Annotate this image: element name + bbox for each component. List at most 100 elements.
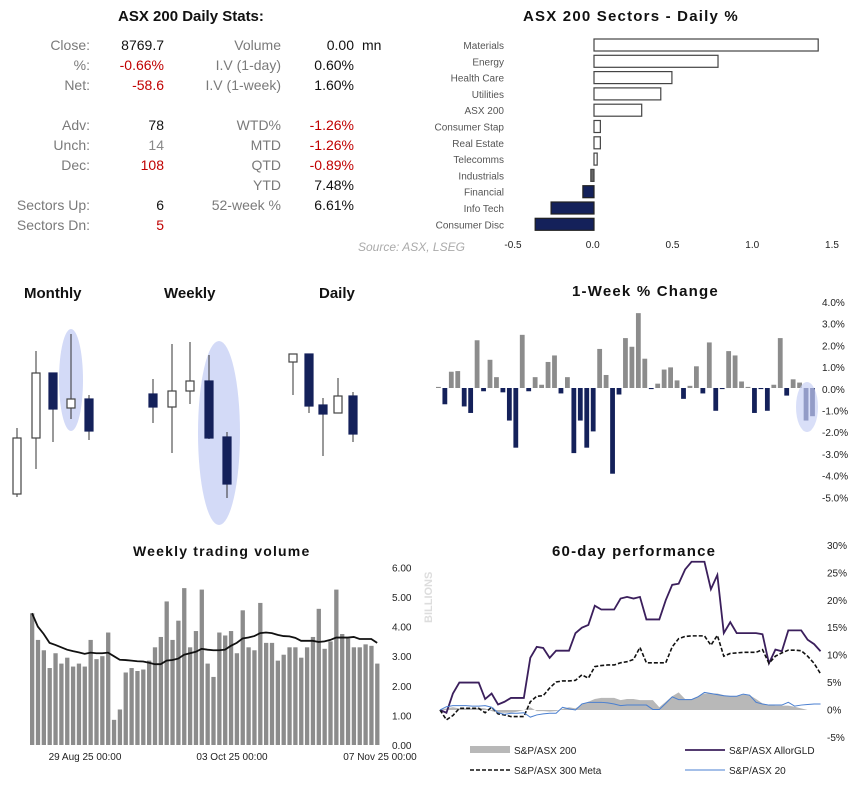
volume-bar	[59, 663, 64, 745]
candle-body	[318, 404, 328, 415]
stat-label: 52-week %	[211, 197, 281, 213]
volume-bar	[147, 660, 152, 745]
volume-bar	[135, 671, 140, 745]
y-tick-label: -4.0%	[822, 472, 848, 483]
volume-bar	[293, 647, 298, 745]
volume-bar	[269, 642, 275, 745]
week-change-bar	[448, 371, 454, 388]
candle-body	[167, 390, 177, 408]
sector-label: Industrials	[458, 171, 504, 182]
stat-label: I.V (1-week)	[205, 77, 281, 93]
y-tick-label: -3.0%	[822, 450, 848, 461]
y-tick-label: 15%	[827, 623, 847, 634]
volume-bar	[234, 653, 240, 745]
week-change-bar	[616, 388, 622, 395]
stat-value: 78	[148, 117, 164, 133]
volume-bar	[351, 647, 357, 745]
volume-bar	[211, 676, 216, 745]
volume-bar	[47, 668, 52, 745]
highlight-ellipse	[796, 382, 818, 432]
volume-bar	[88, 639, 93, 745]
week-change-bar	[481, 388, 486, 392]
candle-body	[84, 398, 94, 432]
line-s-p-asx-20	[439, 691, 821, 718]
week-change-bar	[623, 338, 628, 388]
y-tick-label: 1.00	[392, 711, 412, 722]
sector-bar	[593, 38, 819, 52]
week-change-bar	[539, 384, 544, 388]
week-change-bar	[468, 388, 474, 413]
legend-label: S&P/ASX 20	[729, 766, 786, 777]
sector-label: Consumer Disc	[436, 220, 504, 231]
performance-title: 60-day performance	[552, 543, 717, 560]
stat-value: 6.61%	[314, 197, 354, 213]
stat-unit: mn	[362, 37, 382, 53]
candle-body	[333, 395, 343, 414]
candle-body	[222, 436, 232, 485]
week-change-bar	[655, 383, 661, 388]
stat-label: Close:	[50, 37, 90, 53]
week-change-bar	[590, 388, 596, 432]
volume-bar	[281, 654, 286, 745]
source-note: Source: ASX, LSEG	[358, 240, 465, 254]
candle-body	[204, 380, 214, 439]
volume-bar	[310, 636, 316, 745]
week-change-bar	[513, 388, 519, 448]
y-tick-label: -5.0%	[822, 493, 848, 504]
stat-value: 6	[156, 197, 164, 213]
y-axis-label: BILLIONS	[423, 572, 435, 623]
week-change-bar	[752, 388, 757, 413]
volume-bar	[340, 634, 345, 745]
volume-bar	[275, 660, 280, 745]
stat-value: 8769.7	[121, 37, 164, 53]
candle-body	[288, 353, 298, 363]
sector-label: ASX 200	[465, 106, 505, 117]
sector-bar	[550, 201, 595, 215]
volume-bar	[375, 663, 380, 745]
volume-bar	[322, 648, 327, 745]
sector-bar	[593, 54, 719, 68]
week-change-bar	[552, 355, 557, 388]
line-s-p-asx-300-meta	[439, 633, 822, 722]
stat-value: 1.60%	[314, 77, 354, 93]
candle-body	[304, 353, 314, 407]
stat-value: -0.66%	[119, 57, 164, 73]
volume-bar	[41, 650, 46, 745]
sector-label: Financial	[464, 188, 504, 199]
y-tick-label: 5.00	[392, 593, 412, 604]
week-change-bar	[571, 388, 577, 454]
week-change-bar	[661, 369, 667, 388]
x-tick-label: 0.5	[666, 240, 680, 251]
volume-bar	[176, 620, 181, 745]
volume-bar	[264, 642, 269, 745]
week-change-bar	[668, 367, 673, 388]
week-change-bar	[726, 351, 732, 388]
y-tick-label: 4.00	[392, 623, 412, 634]
volume-bar	[345, 638, 351, 745]
stat-value: -58.6	[132, 77, 164, 93]
y-tick-label: 0%	[827, 705, 842, 716]
x-tick-label: -0.5	[504, 240, 522, 251]
volume-bar	[363, 644, 368, 745]
week-change-bar	[674, 380, 680, 388]
y-tick-label: 0.0%	[822, 385, 845, 396]
sector-bar	[590, 168, 595, 182]
week-change-bar	[526, 388, 532, 392]
y-tick-label: 3.00	[392, 652, 412, 663]
week-change-bar	[648, 388, 654, 390]
sector-label: Health Care	[451, 74, 505, 85]
legend-label: S&P/ASX AllorGLD	[729, 746, 815, 757]
y-tick-label: 3.0%	[822, 320, 845, 331]
week-change-bar	[506, 388, 512, 421]
volume-bar	[129, 668, 134, 745]
x-tick-label: 29 Aug 25 00:00	[49, 752, 122, 763]
week-change-bar	[790, 379, 796, 388]
sector-label: Info Tech	[464, 204, 504, 215]
stat-value: -0.89%	[309, 157, 354, 173]
week-change-bar	[610, 388, 615, 474]
week-change-bar	[713, 388, 719, 411]
volume-bar	[205, 663, 210, 745]
week-change-bar	[597, 348, 603, 388]
week-change-bar	[629, 346, 635, 388]
